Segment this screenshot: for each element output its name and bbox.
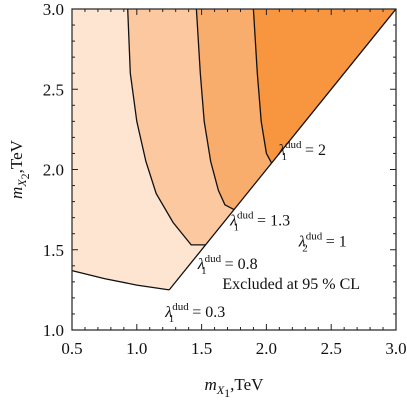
contour-line-0 [71, 269, 170, 291]
x-tick-label: 0.5 [61, 339, 82, 358]
annotation-2: λdud 2 = 1 [298, 231, 347, 255]
y-tick-label: 2.0 [43, 161, 64, 180]
y-axis-label: mX2,TeV [7, 139, 32, 199]
y-tick-label: 1.5 [43, 241, 64, 260]
exclusion-regions [72, 9, 396, 290]
x-tick-label: 2.0 [256, 339, 277, 358]
annotation-3: λdud 1 = 0.8 [197, 253, 258, 277]
x-tick-label: 3.0 [385, 339, 406, 358]
region-3 [253, 9, 396, 164]
y-tick-label: 2.5 [43, 80, 64, 99]
x-axis-label: mX1,TeV [205, 375, 265, 400]
x-tick-label: 2.5 [321, 339, 342, 358]
annotation-0: λdud 1 = 2 [277, 139, 326, 163]
annotation-1: λdud 1 = 1.3 [229, 210, 290, 234]
x-tick-label: 1.0 [126, 339, 147, 358]
contour-line-3 [252, 8, 273, 164]
y-tick-label: 1.0 [43, 321, 64, 340]
x-tick-label: 1.5 [191, 339, 212, 358]
excluded-boundary-line [168, 8, 397, 291]
annotations: λdud 1 = 2 λdud 1 = 1.3 λdud 2 = 1 λdud 1 = 0.8… [164, 139, 360, 325]
contour-lines [71, 8, 397, 291]
y-tick-label: 3.0 [43, 0, 64, 19]
contour-line-1 [127, 8, 206, 246]
annotation-5: λdud 1 = 0.3 [164, 301, 225, 325]
annotation-4: Excluded at 95 % CL [222, 276, 360, 293]
y-axis-ticks: 1.0 1.5 2.0 2.5 3.0 [43, 0, 396, 340]
contour-line-2 [195, 8, 235, 211]
x-axis-ticks: 0.5 1.0 1.5 2.0 2.5 3.0 [61, 9, 407, 358]
